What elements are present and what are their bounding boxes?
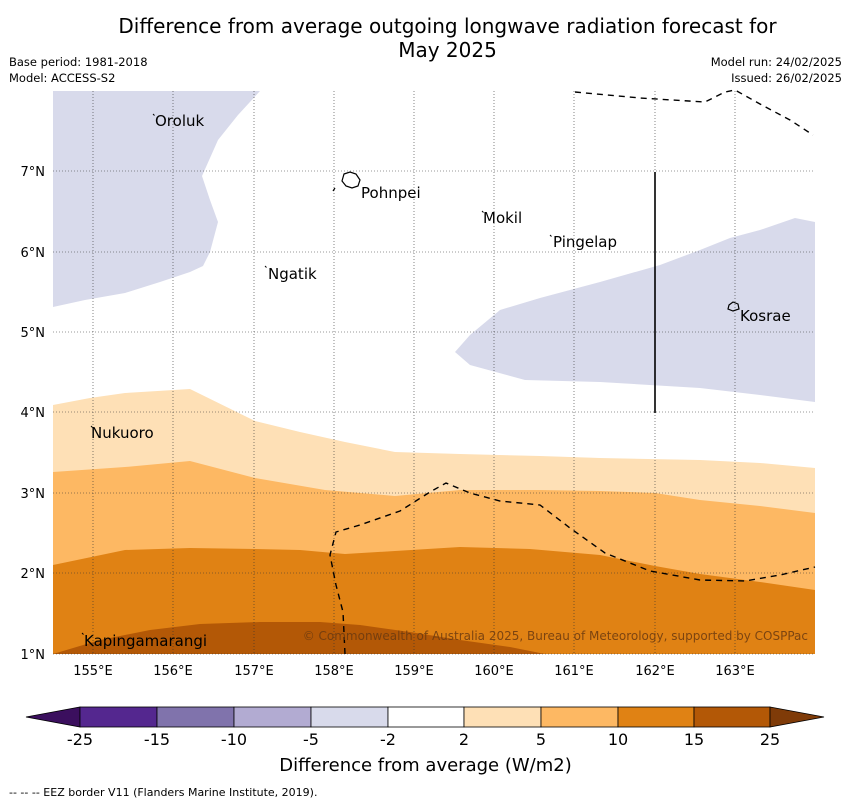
colorbar-bin: [387, 706, 465, 728]
contour-pos-15-25: [53, 622, 545, 654]
model-run: Model run: 24/02/2025: [710, 55, 842, 69]
colorbar-tick-label: -5: [303, 730, 319, 749]
kosrae-island: [727, 301, 740, 312]
contour-neg-west: [53, 91, 260, 307]
place-kapingamarangi: Kapingamarangi: [84, 632, 207, 650]
atoll-marker: [152, 113, 155, 116]
lon-label: 158°E: [314, 664, 354, 679]
eez-footnote: -- -- -- EEZ border V11 (Flanders Marine…: [9, 786, 318, 799]
lon-label: 157°E: [234, 664, 274, 679]
lat-label: 7°N: [21, 165, 46, 180]
island-outlines: [332, 171, 740, 312]
colorbar-tick-label: -10: [220, 730, 248, 749]
axis-labels: 155°E 156°E 157°E 158°E 159°E 160°E 161°E 162°E…: [21, 165, 755, 679]
lon-label: 159°E: [394, 664, 434, 679]
colorbar-bin: [310, 706, 389, 728]
atoll-marker: [264, 265, 267, 268]
chart-title: Difference from average outgoing longwav…: [118, 14, 777, 62]
colorbar-bin: [233, 706, 312, 728]
colorbar: [25, 706, 825, 728]
place-pohnpei: Pohnpei: [361, 184, 421, 202]
eez-border-north: [574, 89, 814, 136]
colorbar-bin: [540, 706, 619, 728]
colorbar-bin: [79, 706, 158, 728]
colorbar-tick-label: 2: [458, 730, 470, 749]
place-ngatik: Ngatik: [268, 265, 317, 283]
lon-label: 162°E: [635, 664, 675, 679]
colorbar-tick-label: 25: [759, 730, 781, 749]
colorbar-bin: [617, 706, 695, 728]
lat-label: 3°N: [21, 487, 46, 502]
eez-border-south: [329, 482, 816, 655]
atoll-marker: [481, 210, 484, 213]
colorbar-tick-label: -25: [66, 730, 94, 749]
pohnpei-island: [341, 171, 361, 189]
meta-left: Base period: 1981-2018 Model: ACCESS-S2: [9, 54, 148, 86]
lon-label: 155°E: [73, 664, 113, 679]
atoll-marker: [549, 234, 552, 237]
lat-label: 2°N: [21, 567, 46, 582]
lon-label: 156°E: [153, 664, 193, 679]
contour-fields: [53, 91, 815, 654]
colorbar-bin: [463, 706, 542, 728]
ant-atoll: [332, 187, 336, 192]
colorbar-tick-label: 10: [607, 730, 629, 749]
colorbar-extend-low: [25, 706, 81, 728]
lon-label: 160°E: [474, 664, 514, 679]
atoll-marker: [90, 425, 93, 428]
meta-right: Model run: 24/02/2025 Issued: 26/02/2025: [711, 54, 842, 86]
colorbar-tick-label: -2: [380, 730, 396, 749]
colorbar-bin: [156, 706, 235, 728]
lat-label: 1°N: [21, 648, 46, 663]
base-period: Base period: 1981-2018: [9, 55, 148, 69]
place-pingelap: Pingelap: [553, 233, 617, 251]
lat-label: 6°N: [21, 246, 46, 261]
issued-date: Issued: 26/02/2025: [731, 71, 842, 85]
colorbar-bin: [693, 706, 771, 728]
model-name: Model: ACCESS-S2: [9, 71, 116, 85]
colorbar-tick-label: 15: [683, 730, 705, 749]
place-kosrae: Kosrae: [740, 307, 791, 325]
place-nukuoro: Nukuoro: [91, 424, 154, 442]
place-oroluk: Oroluk: [155, 112, 204, 130]
eez-borders: [329, 89, 816, 655]
colorbar-extend-high: [769, 706, 825, 728]
colorbar-tick-label: -15: [143, 730, 171, 749]
colorbar-title: Difference from average (W/m2): [279, 755, 572, 776]
place-labels: Oroluk Pohnpei Mokil Pingelap Ngatik Kosrae Nu…: [81, 112, 791, 650]
contour-neg-east: [455, 218, 815, 402]
lat-label: 4°N: [21, 406, 46, 421]
lon-label: 163°E: [715, 664, 755, 679]
lon-label: 161°E: [554, 664, 594, 679]
lat-label: 5°N: [21, 326, 46, 341]
colorbar-tick-label: 5: [535, 730, 547, 749]
place-mokil: Mokil: [483, 209, 522, 227]
atoll-marker: [81, 632, 84, 635]
copyright-notice: © Commonwealth of Australia 2025, Bureau…: [303, 629, 808, 643]
